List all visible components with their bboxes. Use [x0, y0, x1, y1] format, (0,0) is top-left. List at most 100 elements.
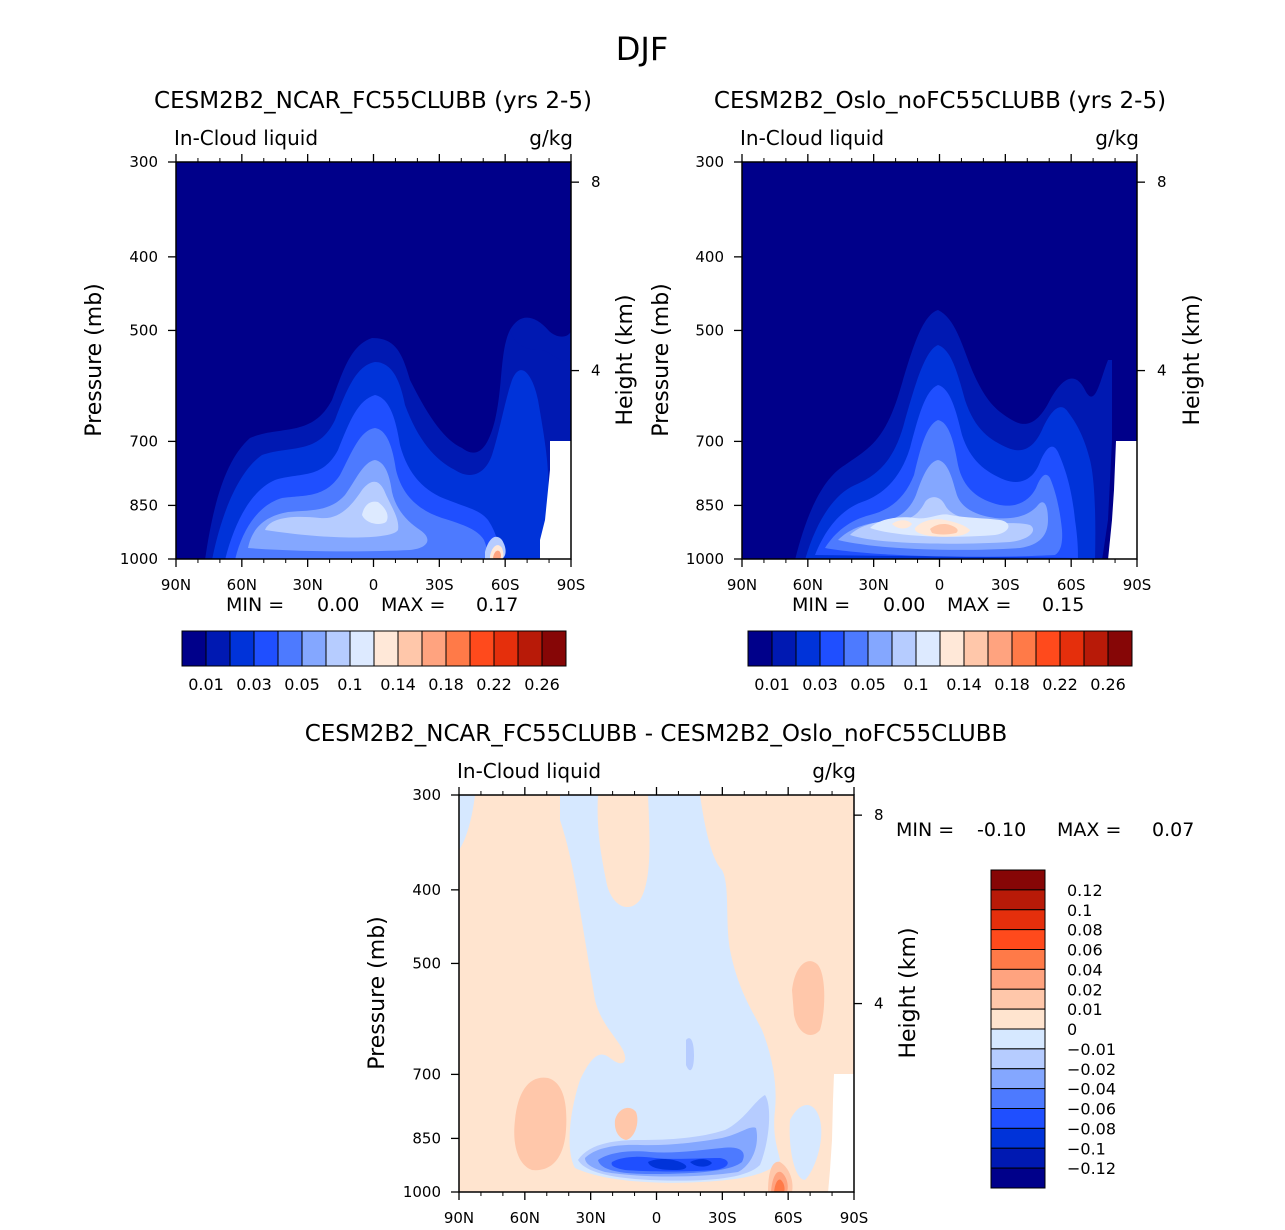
- x-tick-label: 60S: [1057, 576, 1086, 594]
- colorbar-label: −0.02: [1067, 1060, 1116, 1079]
- panel-c-min-value: -0.10: [977, 819, 1026, 841]
- height-tick-label: 8: [1157, 173, 1167, 191]
- panel-c-ylabel: Pressure (mb): [365, 916, 390, 1070]
- figure-title: DJF: [616, 30, 668, 68]
- colorbar-swatch: [517, 630, 543, 667]
- y-tick-label: 400: [412, 881, 441, 899]
- x-tick-label: 30S: [708, 1209, 737, 1227]
- colorbar-swatch: [301, 630, 327, 667]
- height-tick-label: 4: [874, 995, 884, 1013]
- colorbar-label: 0.01: [188, 675, 224, 694]
- colorbar-swatch: [205, 630, 231, 667]
- panel-c-units: g/kg: [812, 759, 856, 783]
- panel-a-southern-max-inner: [493, 550, 501, 559]
- x-tick-label: 30S: [991, 576, 1020, 594]
- panel-a: CESM2B2_NCAR_FC55CLUBB (yrs 2-5) In-Clou…: [82, 88, 638, 694]
- panel-c-contour-0p06-southmax: [774, 1179, 785, 1192]
- height-tick-label: 4: [1157, 362, 1167, 380]
- colorbar-label: 0: [1067, 1020, 1077, 1039]
- panel-b-colorbar: 0.01 0.03 0.05 0.1 0.14 0.18 0.22 0.26: [747, 630, 1133, 694]
- colorbar-label: 0.02: [1067, 980, 1103, 999]
- colorbar-label: −0.04: [1067, 1080, 1116, 1099]
- colorbar-swatch: [795, 630, 821, 667]
- x-tick-label: 90N: [444, 1209, 474, 1227]
- colorbar-swatch: [990, 968, 1046, 990]
- x-tick-label: 0: [935, 576, 945, 594]
- x-tick-label: 90S: [840, 1209, 869, 1227]
- panel-b-title: CESM2B2_Oslo_noFC55CLUBB (yrs 2-5): [714, 88, 1166, 114]
- panel-a-max-value: 0.17: [476, 594, 518, 616]
- colorbar-label: 0.1: [337, 675, 362, 694]
- colorbar-swatch: [747, 630, 773, 667]
- height-tick-label: 8: [591, 173, 601, 191]
- colorbar-swatch: [990, 1167, 1046, 1189]
- panel-a-contour-0p01-secondary: [510, 318, 571, 362]
- panel-c-colorbar: 0.120.10.080.060.040.020.010−0.01−0.02−0…: [990, 869, 1116, 1189]
- colorbar-swatch: [990, 869, 1046, 891]
- colorbar-swatch: [963, 630, 989, 667]
- colorbar-label: −0.08: [1067, 1119, 1116, 1138]
- height-tick-label: 4: [591, 362, 601, 380]
- panel-c-min-label: MIN =: [896, 819, 954, 841]
- colorbar-label: 0.22: [476, 675, 512, 694]
- panel-b-axes: 90N 60N 30N 0 30S 60S 90S 300 400 500 700 850 1000 8 4: [686, 153, 1167, 594]
- panel-a-min-label: MIN =: [226, 594, 284, 616]
- x-tick-label: 30N: [859, 576, 889, 594]
- panel-c-contour-neg-0p01: [459, 795, 780, 1183]
- panel-b-missing-region: [1108, 441, 1137, 559]
- y-tick-label: 300: [129, 153, 158, 171]
- x-tick-label: 90S: [1123, 576, 1152, 594]
- y-tick-label: 400: [129, 248, 158, 266]
- colorbar-swatch: [990, 1127, 1046, 1149]
- x-tick-label: 60N: [227, 576, 257, 594]
- panel-c: CESM2B2_NCAR_FC55CLUBB - CESM2B2_Oslo_no…: [305, 721, 1195, 1227]
- y-tick-label: 850: [695, 496, 724, 514]
- x-tick-label: 30N: [576, 1209, 606, 1227]
- colorbar-swatch: [445, 630, 471, 667]
- colorbar-swatch: [990, 1048, 1046, 1070]
- colorbar-swatch: [990, 1147, 1046, 1169]
- x-tick-label: 60S: [774, 1209, 803, 1227]
- panel-a-missing-region: [540, 441, 571, 559]
- panel-b-ylabel: Pressure (mb): [649, 283, 674, 437]
- colorbar-swatch: [397, 630, 423, 667]
- panel-b-units: g/kg: [1095, 126, 1139, 150]
- colorbar-label: 0.05: [850, 675, 886, 694]
- colorbar-swatch: [277, 630, 303, 667]
- colorbar-swatch: [1035, 630, 1061, 667]
- panel-c-title: CESM2B2_NCAR_FC55CLUBB - CESM2B2_Oslo_no…: [305, 721, 1008, 747]
- colorbar-swatch: [987, 630, 1013, 667]
- colorbar-swatch: [229, 630, 255, 667]
- y-tick-label: 500: [412, 954, 441, 972]
- colorbar-swatch: [493, 630, 519, 667]
- panel-a-axes: 90N 60N 30N 0 30S 60S 90S 300 400 500 700 850 1000 8 4: [120, 153, 601, 594]
- colorbar-label: 0.1: [1067, 901, 1092, 920]
- colorbar-swatch: [990, 1088, 1046, 1109]
- colorbar-swatch: [1107, 630, 1133, 667]
- height-tick-label: 8: [874, 806, 884, 824]
- panel-b-ylabel-right: Height (km): [1180, 294, 1205, 425]
- colorbar-swatch: [373, 630, 399, 667]
- y-tick-label: 700: [412, 1065, 441, 1083]
- y-tick-label: 500: [695, 321, 724, 339]
- colorbar-swatch: [1059, 630, 1085, 667]
- y-tick-label: 500: [129, 321, 158, 339]
- panel-a-title: CESM2B2_NCAR_FC55CLUBB (yrs 2-5): [154, 88, 592, 114]
- colorbar-swatch: [421, 630, 447, 667]
- colorbar-label: 0.1: [903, 675, 928, 694]
- colorbar-label: −0.01: [1067, 1040, 1116, 1059]
- colorbar-swatch: [990, 889, 1046, 911]
- colorbar-swatch: [990, 1068, 1046, 1090]
- panel-c-missing-region: [828, 1074, 854, 1192]
- colorbar-swatch: [990, 988, 1046, 1010]
- x-tick-label: 90N: [727, 576, 757, 594]
- y-tick-label: 1000: [403, 1183, 441, 1201]
- colorbar-swatch: [349, 630, 375, 667]
- panel-c-contour-neg-0p10: [648, 1159, 712, 1170]
- panel-b-min-value: 0.00: [883, 594, 925, 616]
- colorbar-label: 0.26: [524, 675, 560, 694]
- colorbar-label: 0.01: [754, 675, 790, 694]
- colorbar-swatch: [990, 949, 1046, 970]
- x-tick-label: 0: [369, 576, 379, 594]
- colorbar-swatch: [469, 630, 495, 667]
